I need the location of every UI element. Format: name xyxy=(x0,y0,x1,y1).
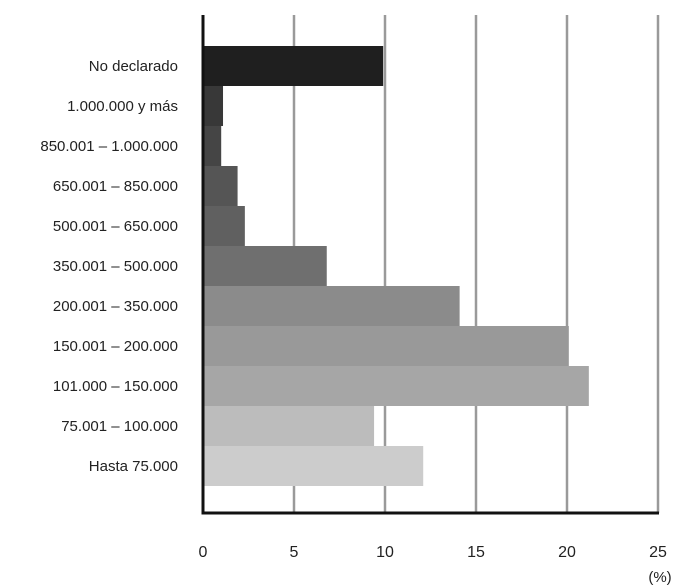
category-label-1: No declarado xyxy=(89,58,178,75)
category-label-2: 1.000.000 y más xyxy=(67,98,178,115)
x-tick-label-5: 5 xyxy=(290,544,299,561)
unit-label: (%) xyxy=(648,569,671,586)
bar-7 xyxy=(203,286,460,326)
category-label-11: Hasta 75.000 xyxy=(89,458,178,475)
bar-6 xyxy=(203,246,327,286)
bar-4 xyxy=(203,166,238,206)
category-label-8: 150.001 – 200.000 xyxy=(53,338,178,355)
x-tick-label-0: 0 xyxy=(199,544,208,561)
bar-2 xyxy=(203,86,224,126)
bar-3 xyxy=(203,126,222,166)
bar-9 xyxy=(203,366,589,406)
category-label-7: 200.001 – 350.000 xyxy=(53,298,178,315)
x-tick-label-10: 10 xyxy=(376,544,394,561)
x-tick-label-20: 20 xyxy=(558,544,576,561)
bar-1 xyxy=(203,46,384,86)
bar-10 xyxy=(203,406,375,446)
bar-11 xyxy=(203,446,424,486)
x-tick-labels: 0 5 10 15 20 25 xyxy=(199,544,667,561)
bar-5 xyxy=(203,206,245,246)
category-label-5: 500.001 – 650.000 xyxy=(53,218,178,235)
axes xyxy=(201,15,659,515)
x-tick-label-15: 15 xyxy=(467,544,485,561)
category-label-4: 650.001 – 850.000 xyxy=(53,178,178,195)
category-label-3: 850.001 – 1.000.000 xyxy=(40,138,178,155)
category-label-10: 75.001 – 100.000 xyxy=(61,418,178,435)
category-labels: No declarado 1.000.000 y más 850.001 – 1.0… xyxy=(40,58,178,475)
bars xyxy=(203,46,589,486)
bar-8 xyxy=(203,326,569,366)
x-tick-label-25: 25 xyxy=(649,544,667,561)
category-label-9: 101.000 – 150.000 xyxy=(53,378,178,395)
category-label-6: 350.001 – 500.000 xyxy=(53,258,178,275)
